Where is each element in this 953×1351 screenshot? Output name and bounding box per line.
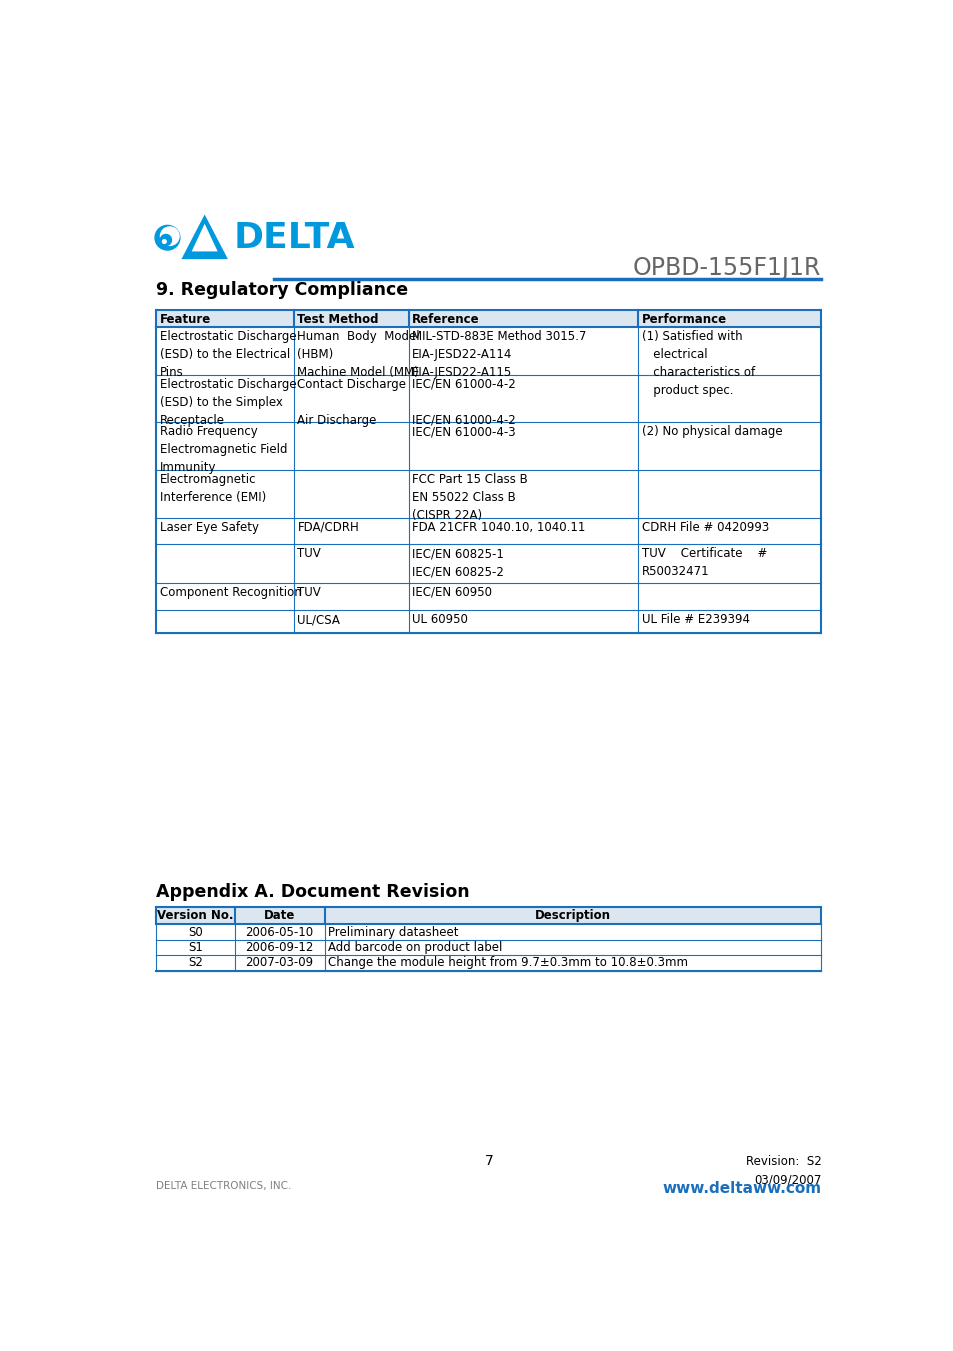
- Text: FDA/CDRH: FDA/CDRH: [297, 521, 359, 534]
- Text: Electrostatic Discharge
(ESD) to the Simplex
Receptacle: Electrostatic Discharge (ESD) to the Sim…: [159, 378, 295, 427]
- Circle shape: [160, 227, 179, 246]
- Text: 9. Regulatory Compliance: 9. Regulatory Compliance: [156, 281, 408, 299]
- Text: S2: S2: [188, 957, 203, 970]
- Text: Change the module height from 9.7±0.3mm to 10.8±0.3mm: Change the module height from 9.7±0.3mm …: [328, 957, 687, 970]
- Text: Contact Discharge

Air Discharge: Contact Discharge Air Discharge: [297, 378, 406, 427]
- Text: Revision:  S2
03/09/2007: Revision: S2 03/09/2007: [745, 1155, 821, 1186]
- Text: Date: Date: [264, 909, 295, 923]
- Text: Electromagnetic
Interference (EMI): Electromagnetic Interference (EMI): [159, 473, 266, 504]
- Text: 2006-05-10: 2006-05-10: [245, 925, 314, 939]
- Text: IEC/EN 61000-4-2

IEC/EN 61000-4-2: IEC/EN 61000-4-2 IEC/EN 61000-4-2: [412, 378, 516, 427]
- Text: CDRH File # 0420993: CDRH File # 0420993: [641, 521, 768, 534]
- Text: IEC/EN 61000-4-3: IEC/EN 61000-4-3: [412, 426, 516, 439]
- Text: Version No.: Version No.: [157, 909, 233, 923]
- Text: www.deltaww.com: www.deltaww.com: [661, 1181, 821, 1196]
- Text: Add barcode on product label: Add barcode on product label: [328, 942, 501, 954]
- Text: IEC/EN 60825-1
IEC/EN 60825-2: IEC/EN 60825-1 IEC/EN 60825-2: [412, 547, 503, 578]
- Text: Reference: Reference: [412, 313, 479, 326]
- Text: Radio Frequency
Electromagnetic Field
Immunity: Radio Frequency Electromagnetic Field Im…: [159, 426, 287, 474]
- Text: UL/CSA: UL/CSA: [297, 613, 340, 627]
- Bar: [156, 908, 821, 924]
- Text: MIL-STD-883E Method 3015.7
EIA-JESD22-A114
EIA-JESD22-A115: MIL-STD-883E Method 3015.7 EIA-JESD22-A1…: [412, 330, 586, 380]
- Bar: [156, 309, 821, 327]
- Text: IEC/EN 60950: IEC/EN 60950: [412, 585, 492, 598]
- Text: Laser Eye Safety: Laser Eye Safety: [159, 521, 258, 534]
- Text: TUV: TUV: [297, 547, 321, 561]
- Text: Human  Body  Model
(HBM)
Machine Model (MM): Human Body Model (HBM) Machine Model (MM…: [297, 330, 419, 380]
- Polygon shape: [192, 224, 217, 251]
- Text: Performance: Performance: [641, 313, 726, 326]
- Text: FDA 21CFR 1040.10, 1040.11: FDA 21CFR 1040.10, 1040.11: [412, 521, 585, 534]
- Text: Feature: Feature: [159, 313, 211, 326]
- Text: Component Recognition: Component Recognition: [159, 585, 301, 598]
- Text: S0: S0: [188, 925, 203, 939]
- Text: (1) Satisfied with
   electrical
   characteristics of
   product spec.: (1) Satisfied with electrical characteri…: [641, 330, 754, 397]
- Text: TUV    Certificate    #
R50032471: TUV Certificate # R50032471: [641, 547, 766, 578]
- Circle shape: [155, 226, 180, 250]
- Text: OPBD-155F1J1R: OPBD-155F1J1R: [633, 257, 821, 281]
- Text: Preliminary datasheet: Preliminary datasheet: [328, 925, 457, 939]
- Text: Appendix A. Document Revision: Appendix A. Document Revision: [156, 884, 470, 901]
- Text: Electrostatic Discharge
(ESD) to the Electrical
Pins: Electrostatic Discharge (ESD) to the Ele…: [159, 330, 295, 380]
- Text: DELTA ELECTRONICS, INC.: DELTA ELECTRONICS, INC.: [156, 1181, 292, 1190]
- Text: UL File # E239394: UL File # E239394: [641, 613, 749, 627]
- Text: TUV: TUV: [297, 585, 321, 598]
- Polygon shape: [181, 215, 228, 259]
- Text: (2) No physical damage: (2) No physical damage: [641, 426, 781, 439]
- Text: UL 60950: UL 60950: [412, 613, 468, 627]
- Circle shape: [162, 239, 166, 243]
- Text: FCC Part 15 Class B
EN 55022 Class B
(CISPR 22A): FCC Part 15 Class B EN 55022 Class B (CI…: [412, 473, 527, 523]
- Text: 7: 7: [484, 1154, 493, 1167]
- Text: 2007-03-09: 2007-03-09: [245, 957, 314, 970]
- Text: 2006-09-12: 2006-09-12: [245, 942, 314, 954]
- Text: Description: Description: [535, 909, 610, 923]
- Text: Test Method: Test Method: [297, 313, 378, 326]
- Text: S1: S1: [188, 942, 203, 954]
- Text: DELTA: DELTA: [233, 220, 355, 255]
- Circle shape: [160, 235, 172, 246]
